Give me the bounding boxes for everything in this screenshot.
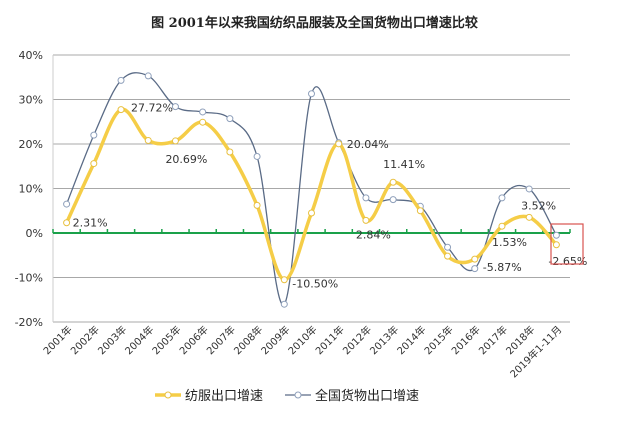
data-label: 20.69% [165,153,207,166]
data-label: -10.50% [292,278,338,291]
x-tick-label: 2004年 [122,323,156,357]
data-point-national [144,72,152,80]
x-tick-label: 2003年 [95,323,129,357]
data-label: 27.72% [131,102,173,115]
data-point-national [552,231,560,239]
x-tick-label: 2011年 [313,323,347,357]
data-point-textile [498,222,506,230]
data-point-textile [416,207,424,215]
y-tick-label: 0% [26,227,43,240]
data-point-textile [117,106,125,114]
x-tick-label: 2014年 [394,323,428,357]
data-label: 2.84% [356,228,391,241]
x-tick-label: 2012年 [340,323,374,357]
y-tick-label: -10% [15,272,43,285]
data-label: 11.41% [383,158,425,171]
data-point-textile [389,178,397,186]
x-tick-label: 2006年 [177,323,211,357]
legend-label: 纺服出口增速 [185,389,263,404]
data-point-national [444,243,452,251]
y-tick-label: 10% [19,183,43,196]
data-point-textile [280,276,288,284]
data-label: -2.65% [548,255,587,268]
data-label: 1.53% [492,236,527,249]
y-tick-label: 40% [19,49,43,62]
x-tick-label: 2015年 [421,323,455,357]
data-point-textile [144,136,152,144]
data-point-national [525,185,533,193]
x-tick-label: 2001年 [40,323,74,357]
y-tick-label: 20% [19,138,43,151]
x-tick-label: 2007年 [204,323,238,357]
series-line-national [66,72,557,306]
data-point-national [171,103,179,111]
data-point-national [389,196,397,204]
data-point-textile [253,201,261,209]
data-point-textile [444,252,452,260]
x-tick-label: 2013年 [367,323,401,357]
data-point-national [253,152,261,160]
legend-marker [164,391,172,399]
x-tick-label: 2008年 [231,323,265,357]
x-tick-label: 2009年 [258,323,292,357]
data-point-textile [199,118,207,126]
data-point-national [90,131,98,139]
data-point-textile [471,255,479,263]
data-label: 2.31% [73,217,108,230]
legend-marker [294,391,302,399]
data-point-textile [308,209,315,217]
data-label: -5.87% [483,261,522,274]
data-point-national [280,300,288,308]
data-point-textile [171,137,179,145]
data-label: 20.04% [347,138,389,151]
y-tick-label: 30% [19,94,43,107]
x-tick-label: 2005年 [149,323,183,357]
data-point-textile [90,160,98,168]
legend-label: 全国货物出口增速 [315,388,419,404]
x-tick-label: 2010年 [285,323,319,357]
data-point-national [63,200,71,208]
data-point-textile [63,219,71,227]
data-point-textile [362,216,370,224]
data-point-textile [226,148,234,156]
highlight-box [550,223,584,265]
data-point-national [471,265,479,273]
data-point-textile [335,140,343,148]
y-tick-label: -20% [15,316,43,329]
x-tick-label: 2002年 [68,323,102,357]
series-line-textile [65,107,558,282]
x-tick-label: 2017年 [476,323,510,357]
chart-title: 图 2001年以来我国纺织品服装及全国货物出口增速比较 [151,16,478,31]
data-point-national [362,194,370,202]
data-point-national [199,108,207,116]
x-tick-label: 2016年 [449,323,483,357]
data-point-national [226,115,234,123]
data-point-textile [552,241,560,249]
data-point-textile [525,213,533,221]
data-point-national [117,76,125,84]
data-point-national [308,90,315,98]
data-point-national [498,194,506,202]
data-label: 3.52% [521,199,556,212]
